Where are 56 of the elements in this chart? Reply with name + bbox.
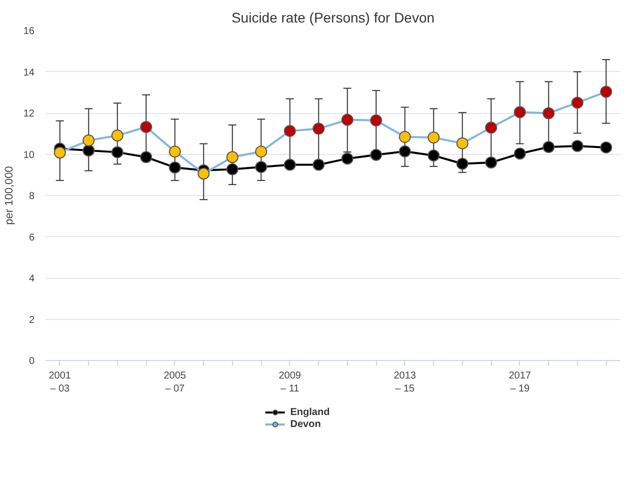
point bbox=[600, 86, 612, 98]
point bbox=[168, 161, 181, 174]
y-tick-label: 2 bbox=[28, 314, 35, 326]
point bbox=[312, 158, 325, 171]
point bbox=[542, 107, 555, 120]
y-tick-label: 6 bbox=[28, 232, 35, 244]
point bbox=[398, 145, 411, 158]
point bbox=[456, 158, 468, 170]
point bbox=[140, 121, 152, 134]
point bbox=[226, 151, 238, 164]
x-tick-label: 2009 – 11 bbox=[278, 370, 302, 395]
point bbox=[255, 146, 268, 158]
y-tick-label: 16 bbox=[23, 26, 35, 37]
x-tick-label: 2005 – 07 bbox=[164, 370, 186, 395]
point bbox=[428, 150, 440, 162]
point bbox=[111, 129, 124, 142]
y-tick-label: 0 bbox=[28, 356, 35, 367]
y-tick-label: 8 bbox=[28, 191, 35, 202]
x-tick-label: 2001 – 03 bbox=[48, 370, 72, 395]
chart-title: Suicide rate (Persons) for Devon bbox=[231, 10, 435, 26]
y-tick-label: 14 bbox=[23, 67, 35, 78]
point bbox=[428, 132, 440, 144]
y-tick-label: 12 bbox=[23, 108, 35, 120]
point bbox=[398, 130, 411, 143]
point bbox=[485, 156, 498, 168]
legend-label: England bbox=[290, 406, 330, 418]
point bbox=[284, 124, 296, 137]
y-axis-title: per 100,000 bbox=[3, 166, 16, 225]
x-tick-label: 2017 – 19 bbox=[508, 370, 532, 395]
point bbox=[255, 161, 268, 174]
point bbox=[485, 122, 498, 134]
point bbox=[456, 137, 468, 150]
point bbox=[341, 114, 354, 126]
point bbox=[514, 106, 526, 118]
point bbox=[54, 146, 66, 159]
point bbox=[370, 148, 382, 161]
point bbox=[312, 122, 325, 135]
point bbox=[198, 168, 210, 180]
point bbox=[168, 146, 181, 158]
point bbox=[140, 151, 152, 164]
point bbox=[82, 134, 95, 146]
x-tick-label: 2013 – 15 bbox=[394, 370, 416, 395]
point bbox=[600, 141, 612, 154]
legend-label: Devon bbox=[290, 418, 321, 430]
point bbox=[571, 96, 584, 109]
point bbox=[571, 140, 584, 152]
point bbox=[226, 163, 238, 176]
point bbox=[284, 158, 296, 171]
point bbox=[341, 152, 354, 165]
point bbox=[111, 146, 124, 158]
point bbox=[82, 144, 95, 157]
y-tick-label: 10 bbox=[23, 150, 35, 161]
point bbox=[370, 114, 382, 126]
y-tick-label: 4 bbox=[28, 274, 35, 284]
point bbox=[514, 148, 526, 160]
point bbox=[542, 141, 555, 154]
